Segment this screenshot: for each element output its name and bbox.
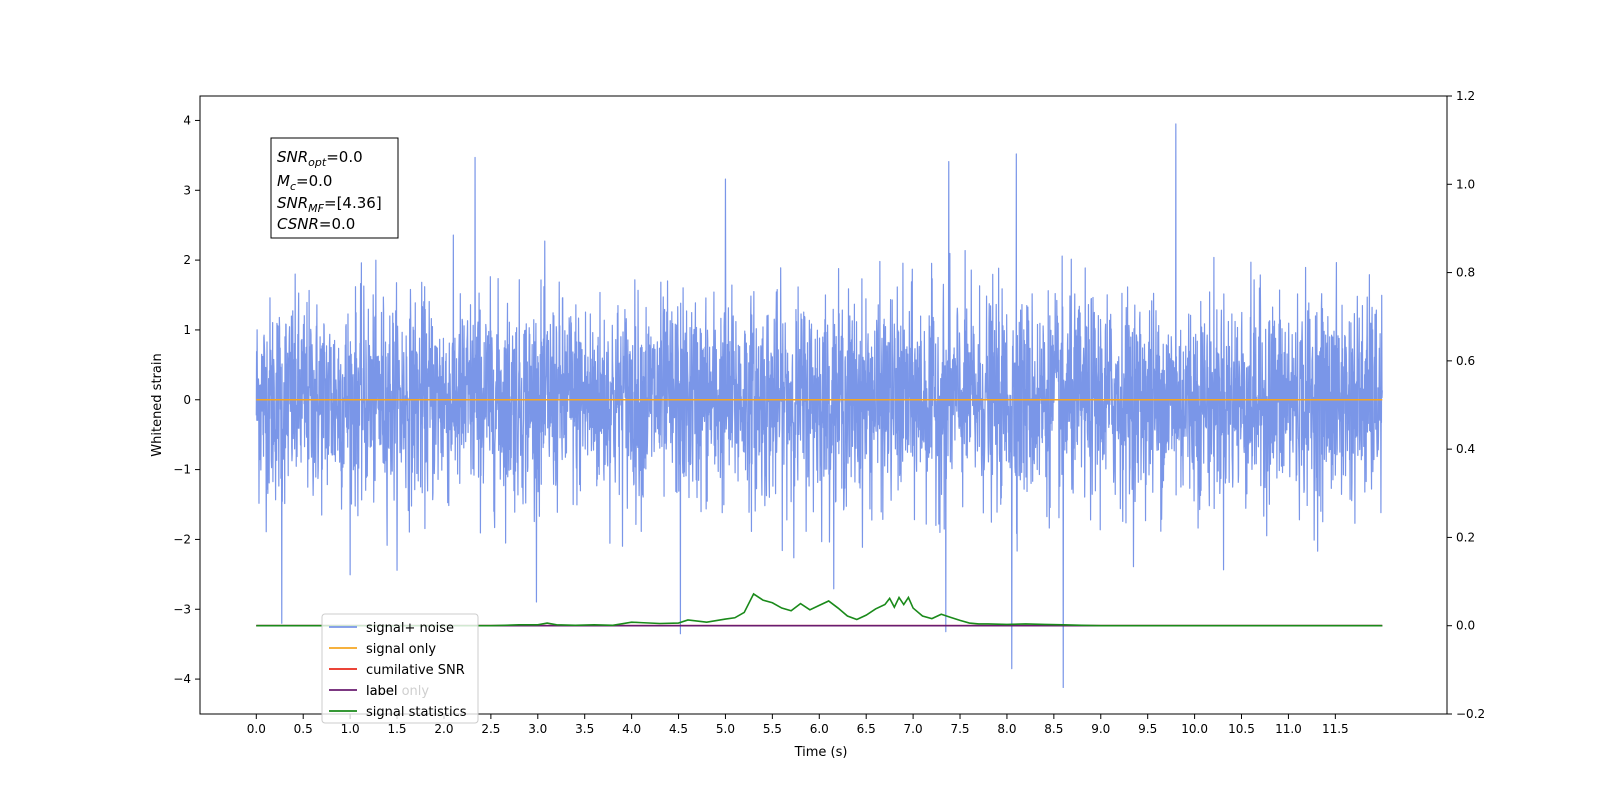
legend-label: signal only [366, 642, 436, 657]
y2-tick-label: 0.2 [1456, 530, 1475, 544]
legend: signal+ noise signal only cumilative SNR la… [321, 613, 479, 724]
y2-tick-label: 0.4 [1456, 442, 1475, 456]
x-tick-label: 6.5 [857, 722, 876, 736]
y2-tick-label: 0.8 [1456, 266, 1475, 280]
x-tick-label: 8.0 [997, 722, 1016, 736]
x-tick-label: 11.5 [1322, 722, 1349, 736]
legend-label: cumilative SNR [366, 663, 465, 678]
x-tick-label: 7.0 [904, 722, 923, 736]
x-tick-label: 1.5 [387, 722, 406, 736]
y2-tick-label: 0.0 [1456, 619, 1475, 633]
y-tick-label: −3 [173, 602, 191, 616]
annotation-frame [270, 137, 399, 239]
signal-noise-series [255, 123, 1383, 689]
x-tick-label: 5.5 [763, 722, 782, 736]
y2-tick-label: 1.2 [1456, 89, 1475, 103]
plot-frame [199, 95, 1448, 715]
annotation-line: CSNR=0.0 [277, 215, 355, 233]
annotation-line: Mc=0.0 [277, 172, 332, 193]
legend-label: signal statistics [366, 705, 467, 720]
x-tick-label: 7.5 [950, 722, 969, 736]
x-axis-label: Time (s) [794, 745, 848, 760]
legend-overlap-text: label only [366, 684, 429, 699]
y2-tick-label: 1.0 [1456, 177, 1475, 191]
series-line-signal-noise [255, 123, 1383, 689]
y-tick-label: 0 [183, 393, 191, 407]
legend-label: label [366, 684, 397, 699]
y-tick-label: 3 [183, 183, 191, 197]
legend-label-label: label [366, 684, 397, 699]
x-axis: 0.0 0.5 1.0 1.5 2.0 2.5 3.0 3.5 4.0 4.5 5.0 5.5 6.0 6… [247, 714, 1349, 736]
series-line-signal-statistics [256, 592, 1383, 627]
y-axis-left: 4 3 2 1 0 −1 −2 −3 −4 [173, 113, 200, 686]
legend-frame [321, 613, 479, 724]
y2-tick-label: −0.2 [1456, 707, 1485, 721]
y-tick-label: −2 [173, 532, 191, 546]
y-tick-label: 4 [183, 113, 191, 127]
x-tick-label: 8.5 [1044, 722, 1063, 736]
x-tick-label: 4.0 [622, 722, 641, 736]
x-tick-label: 6.0 [810, 722, 829, 736]
y-tick-label: −1 [173, 463, 191, 477]
legend-label: signal+ noise [366, 621, 454, 636]
x-tick-label: 2.0 [434, 722, 453, 736]
y-tick-label: 1 [183, 323, 191, 337]
y-axis-label: Whitened strain [150, 353, 165, 456]
annotation-line: SNRopt=0.0 [277, 148, 363, 169]
y-tick-label: −4 [173, 672, 191, 686]
y2-tick-label: 0.6 [1456, 354, 1475, 368]
y-tick-label: 2 [183, 253, 191, 267]
x-tick-label: 2.5 [481, 722, 500, 736]
x-tick-label: 0.0 [247, 722, 266, 736]
x-tick-label: 9.5 [1138, 722, 1157, 736]
x-tick-label: 4.5 [669, 722, 688, 736]
x-tick-label: 5.0 [716, 722, 735, 736]
x-tick-label: 10.5 [1228, 722, 1255, 736]
annotation-line: SNRMF=[4.36] [277, 194, 382, 215]
x-tick-label: 3.0 [528, 722, 547, 736]
x-tick-label: 0.5 [294, 722, 313, 736]
x-tick-label: 3.5 [575, 722, 594, 736]
x-tick-label: 11.0 [1275, 722, 1302, 736]
x-tick-label: 10.0 [1181, 722, 1208, 736]
y-axis-right: 1.2 1.0 0.8 0.6 0.4 0.2 0.0 −0.2 [1447, 89, 1485, 721]
x-tick-label: 9.0 [1091, 722, 1110, 736]
x-tick-label: 1.0 [341, 722, 360, 736]
